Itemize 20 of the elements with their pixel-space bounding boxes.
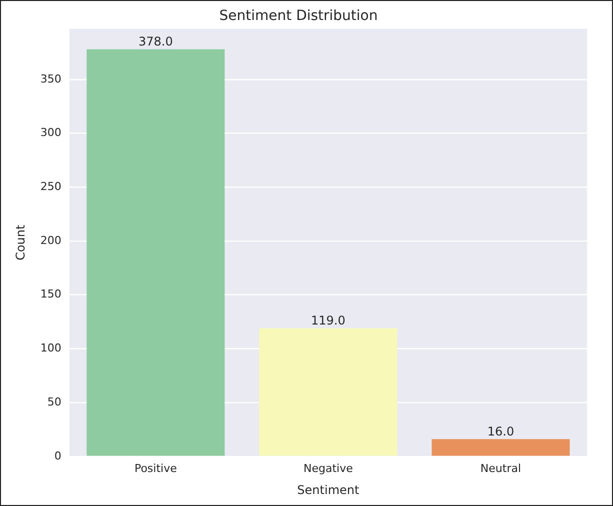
y-tick-label: 100 [40, 342, 62, 355]
y-tick-label: 200 [40, 234, 62, 247]
y-tick-label: 0 [54, 449, 62, 462]
x-axis-title: Sentiment [297, 482, 360, 497]
y-tick-label: 250 [40, 180, 62, 193]
data-label: 378.0 [138, 34, 173, 48]
y-tick-label: 350 [40, 72, 62, 86]
x-tick-label: Positive [134, 462, 178, 475]
data-label: 119.0 [311, 313, 346, 328]
data-label: 16.0 [487, 424, 514, 438]
bar [432, 439, 570, 456]
y-tick-label: 50 [47, 395, 62, 408]
bar [259, 328, 398, 456]
chart-title: Sentiment Distribution [219, 8, 378, 24]
x-tick-label: Negative [304, 462, 354, 475]
bar [86, 49, 225, 456]
y-tick-label: 300 [40, 126, 62, 140]
x-tick-label: Neutral [480, 462, 522, 475]
y-axis-title: Count [13, 224, 28, 260]
y-tick-label: 150 [40, 288, 62, 301]
